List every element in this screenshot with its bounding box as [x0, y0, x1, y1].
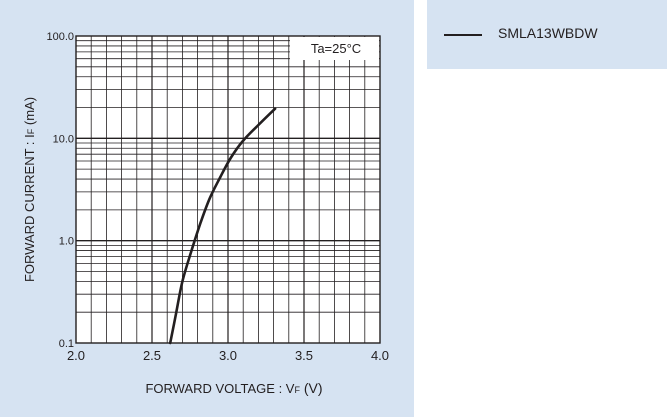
x-tick-label: 2.0 [67, 348, 85, 363]
vertical-gridlines [90, 36, 366, 343]
x-tick-label: 3.0 [219, 348, 237, 363]
x-tick-label: 4.0 [371, 348, 389, 363]
y-tick-label: 1.0 [59, 236, 74, 248]
y-axis-label: FORWARD CURRENT : IF (mA) [22, 97, 37, 282]
annotation-text: Ta=25°C [311, 41, 361, 56]
series-line [168, 107, 277, 345]
x-tick-label: 3.5 [295, 348, 313, 363]
plot-border [75, 35, 381, 344]
x-tick-label: 2.5 [143, 348, 161, 363]
y-tick-label: 0.1 [59, 338, 74, 350]
y-tick-label: 100.0 [46, 31, 74, 43]
legend-label: SMLA13WBDW [498, 25, 598, 41]
chart-panel: Ta=25°C 2.0 2.5 3.0 3.5 4.0 0.1 1.0 10.0 100.0 FOR… [0, 0, 414, 417]
legend-panel: SMLA13WBDW [427, 0, 667, 69]
x-axis-label: FORWARD VOLTAGE : VF (V) [145, 380, 322, 396]
legend-line-swatch [444, 34, 482, 36]
y-tick-label: 10.0 [53, 133, 74, 145]
forward-current-chart: Ta=25°C 2.0 2.5 3.0 3.5 4.0 0.1 1.0 10.0 100.0 FOR… [22, 31, 389, 396]
annotation-background [290, 37, 379, 60]
